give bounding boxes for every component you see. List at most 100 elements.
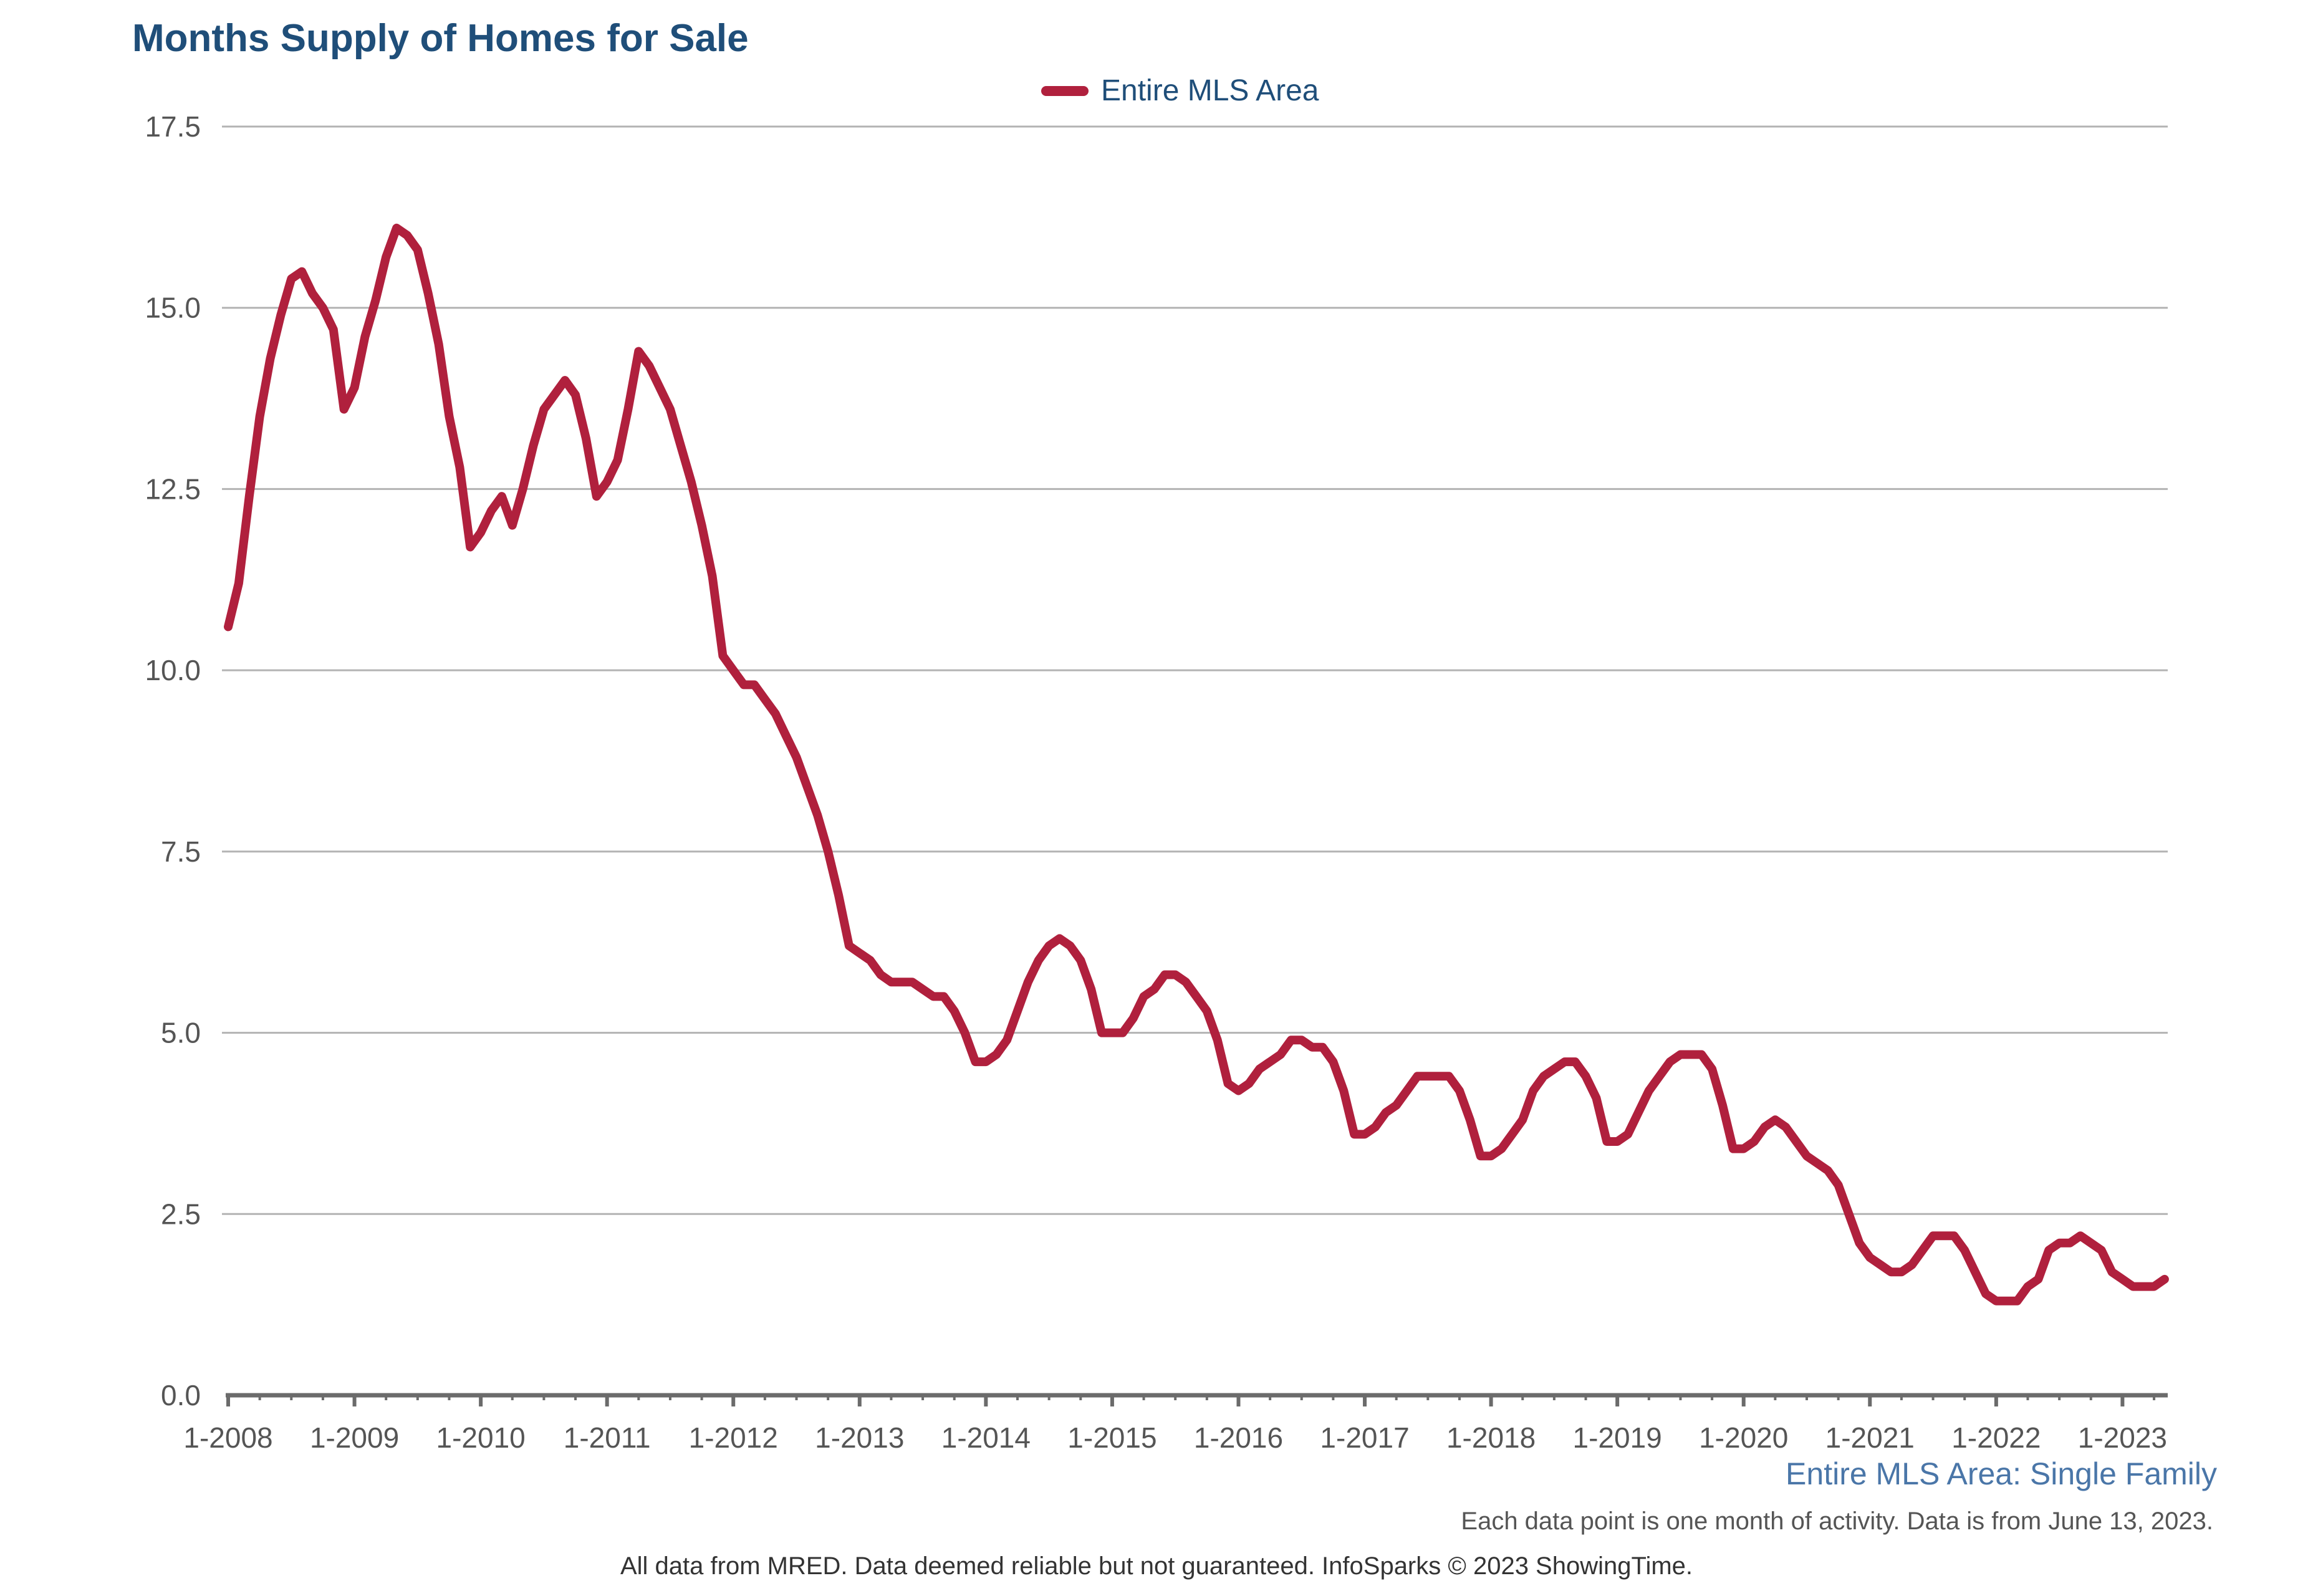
data-point bbox=[805, 785, 808, 787]
data-point bbox=[1868, 1256, 1871, 1259]
data-point bbox=[1258, 1068, 1261, 1070]
data-point bbox=[1227, 1082, 1229, 1085]
data-point bbox=[796, 756, 798, 759]
data-point bbox=[1795, 1140, 1797, 1143]
data-point bbox=[1301, 1039, 1303, 1041]
data-point bbox=[311, 292, 314, 294]
data-point bbox=[890, 981, 892, 983]
data-point bbox=[1027, 981, 1029, 983]
data-point bbox=[479, 531, 482, 534]
data-point bbox=[1090, 988, 1092, 991]
data-point bbox=[1174, 974, 1176, 976]
data-point bbox=[2132, 1286, 2134, 1288]
data-point bbox=[637, 350, 640, 352]
data-point bbox=[1237, 1090, 1239, 1092]
data-point bbox=[721, 655, 724, 657]
data-point bbox=[658, 387, 661, 389]
data-point bbox=[995, 1053, 998, 1055]
data-point bbox=[2142, 1286, 2145, 1288]
data-point bbox=[848, 945, 850, 947]
y-tick-label: 17.5 bbox=[145, 110, 201, 143]
data-point bbox=[416, 249, 419, 251]
data-point bbox=[974, 1060, 976, 1063]
data-point bbox=[1037, 959, 1040, 961]
data-point bbox=[353, 387, 356, 389]
x-tick-label: 1-2015 bbox=[1067, 1421, 1156, 1454]
data-point bbox=[648, 365, 650, 367]
legend-label: Entire MLS Area bbox=[1101, 74, 1319, 107]
data-point bbox=[1048, 945, 1051, 947]
data-point bbox=[448, 415, 450, 418]
data-point bbox=[1532, 1090, 1534, 1092]
data-point bbox=[1437, 1075, 1440, 1077]
data-point bbox=[290, 277, 292, 280]
data-point bbox=[984, 1060, 987, 1063]
data-point bbox=[1500, 1148, 1503, 1150]
x-tick-label: 1-2016 bbox=[1194, 1421, 1283, 1454]
data-point bbox=[1669, 1060, 1671, 1063]
data-point bbox=[1890, 1271, 1892, 1273]
data-point bbox=[1279, 1053, 1282, 1055]
data-point bbox=[774, 713, 777, 715]
data-point bbox=[2006, 1300, 2008, 1302]
data-point bbox=[259, 415, 261, 418]
data-point bbox=[1605, 1140, 1608, 1143]
data-point bbox=[1690, 1053, 1692, 1055]
data-point bbox=[1858, 1242, 1860, 1244]
data-point bbox=[837, 894, 840, 897]
data-point bbox=[1269, 1060, 1271, 1063]
data-point bbox=[406, 234, 408, 236]
data-point bbox=[1511, 1133, 1513, 1135]
data-point bbox=[1827, 1170, 1829, 1172]
y-tick-label: 7.5 bbox=[161, 835, 201, 868]
x-axis bbox=[226, 1393, 2168, 1406]
data-point bbox=[2111, 1271, 2113, 1273]
data-point bbox=[564, 379, 566, 382]
data-point bbox=[1995, 1300, 1998, 1302]
data-point bbox=[2100, 1249, 2103, 1251]
data-point bbox=[1342, 1090, 1345, 1092]
data-point bbox=[921, 988, 924, 991]
data-point bbox=[1416, 1075, 1418, 1077]
data-point bbox=[1248, 1082, 1250, 1085]
data-point bbox=[1806, 1155, 1808, 1157]
data-point bbox=[1542, 1075, 1545, 1077]
x-tick-label: 1-2022 bbox=[1951, 1421, 2041, 1454]
data-point bbox=[785, 734, 787, 737]
y-tick-label: 2.5 bbox=[161, 1198, 201, 1230]
data-point bbox=[1585, 1075, 1587, 1077]
data-point bbox=[427, 292, 430, 294]
data-point bbox=[532, 445, 535, 447]
data-point bbox=[542, 408, 545, 411]
data-point bbox=[1479, 1155, 1482, 1157]
x-tick-label: 1-2018 bbox=[1446, 1421, 1536, 1454]
data-point bbox=[1984, 1292, 1987, 1295]
legend: Entire MLS Area bbox=[1041, 74, 1319, 108]
data-point bbox=[2079, 1234, 2082, 1237]
data-point bbox=[385, 256, 387, 258]
data-point bbox=[1100, 1032, 1103, 1034]
data-point bbox=[1216, 1039, 1219, 1041]
data-point bbox=[1574, 1060, 1577, 1063]
data-point bbox=[1848, 1213, 1850, 1215]
data-point bbox=[227, 625, 229, 628]
data-point bbox=[1016, 1010, 1019, 1012]
gridlines bbox=[222, 125, 2168, 1215]
data-point bbox=[1963, 1249, 1966, 1251]
data-point bbox=[374, 299, 377, 302]
data-point bbox=[1784, 1126, 1787, 1128]
data-point bbox=[827, 850, 829, 853]
data-point bbox=[1658, 1075, 1661, 1077]
data-point bbox=[1763, 1126, 1766, 1128]
data-point bbox=[1774, 1118, 1776, 1121]
data-point bbox=[1290, 1039, 1292, 1041]
data-point bbox=[1816, 1162, 1819, 1165]
data-point bbox=[438, 343, 440, 345]
data-point bbox=[816, 814, 819, 817]
data-point bbox=[1469, 1118, 1471, 1121]
y-tick-label: 10.0 bbox=[145, 654, 201, 686]
data-point bbox=[585, 437, 587, 440]
data-point bbox=[1195, 995, 1198, 998]
data-point bbox=[606, 481, 608, 483]
